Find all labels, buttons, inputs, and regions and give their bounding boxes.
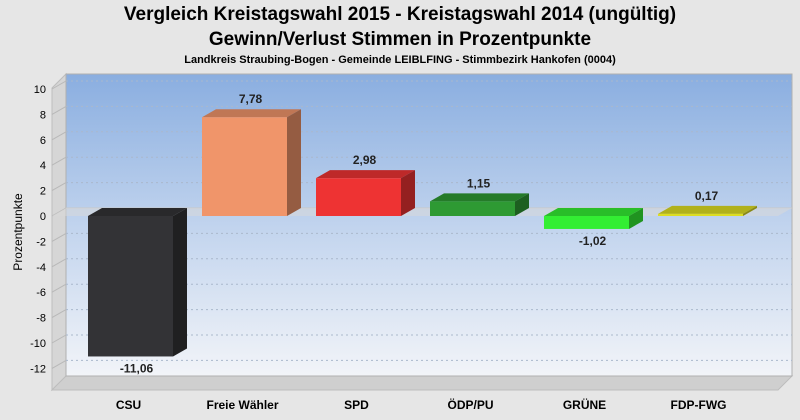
- bar-5: [658, 205, 757, 216]
- grid-line-side: [51, 232, 67, 242]
- data-label: -1,02: [579, 234, 607, 248]
- y-tick-label: -4: [36, 262, 46, 274]
- grid-line-side: [51, 80, 67, 90]
- grid-line-side: [51, 258, 67, 268]
- data-label: 0,17: [695, 189, 719, 203]
- grid-line-side: [51, 359, 67, 369]
- chart-subtitle-location: Landkreis Straubing-Bogen - Gemeinde LEI…: [184, 54, 616, 66]
- y-tick-label: 4: [40, 160, 46, 172]
- x-tick-label: ÖDP/PU: [447, 397, 493, 412]
- y-tick-label: -8: [36, 313, 46, 325]
- data-label: -11,06: [120, 361, 154, 375]
- bar-front: [544, 216, 629, 229]
- y-tick-label: -12: [30, 363, 46, 375]
- bar-front: [316, 178, 401, 216]
- bar-top: [88, 208, 187, 216]
- bar-front: [202, 117, 287, 216]
- bars: -11,06 7,78 2,98 1,15 -1,02 0,17: [88, 92, 757, 375]
- grid-line-side: [51, 309, 67, 319]
- y-tick-label: 0: [40, 211, 46, 223]
- y-axis-label: Prozentpunkte: [11, 193, 25, 271]
- bar-top: [202, 109, 301, 118]
- chart-subtitle: Gewinn/Verlust Stimmen in Prozentpunkte: [208, 29, 592, 50]
- bar-top: [430, 193, 529, 202]
- bar-side: [743, 205, 757, 216]
- bar-side: [287, 109, 301, 216]
- x-tick-label: GRÜNE: [563, 397, 606, 412]
- data-label: 7,78: [239, 92, 263, 106]
- bar-2: [316, 170, 415, 216]
- plot-floor: [50, 375, 794, 391]
- bar-side: [401, 170, 415, 216]
- plot-side-wall: [51, 72, 67, 392]
- bar-top: [658, 205, 757, 214]
- grid-line-side: [51, 105, 67, 115]
- bar-0: [88, 208, 187, 357]
- bar-1: [202, 109, 301, 216]
- chart-title: Vergleich Kreistagswahl 2015 - Kreistags…: [123, 4, 677, 25]
- x-axis: CSU Freie Wähler SPD ÖDP/PU GRÜNE FDP-FWG: [116, 397, 727, 412]
- bar-top: [316, 170, 415, 179]
- bar-top: [544, 208, 643, 216]
- data-label: 1,15: [467, 176, 491, 190]
- bar-front: [658, 213, 743, 216]
- bar-side: [173, 208, 187, 357]
- x-tick-label: Freie Wähler: [206, 398, 278, 412]
- y-tick-label: -6: [36, 287, 46, 299]
- y-tick-label: 10: [34, 84, 46, 96]
- x-tick-label: CSU: [116, 398, 141, 412]
- grid-line-side: [51, 131, 67, 141]
- bar-front: [430, 201, 515, 216]
- y-tick-label: 8: [40, 109, 46, 121]
- y-tick-label: -2: [36, 236, 46, 248]
- grid-line-side: [51, 334, 67, 344]
- grid-line-side: [51, 156, 67, 166]
- bar-side: [515, 193, 529, 216]
- bar-3: [430, 193, 529, 216]
- bar-front: [88, 216, 173, 357]
- y-tick-label: 2: [40, 186, 46, 198]
- y-tick-label: 6: [40, 135, 46, 147]
- x-tick-label: FDP-FWG: [671, 398, 727, 412]
- bar-4: [544, 208, 643, 229]
- x-tick-label: SPD: [344, 398, 369, 412]
- data-label: 2,98: [353, 153, 377, 167]
- y-axis: 10 8 6 4 2 0 -2 -4 -6 -8 -10 -12: [30, 84, 46, 375]
- y-tick-label: -10: [30, 338, 46, 350]
- bar-side: [629, 208, 643, 229]
- grid-line-side: [51, 283, 67, 293]
- grid-line-side: [51, 182, 67, 192]
